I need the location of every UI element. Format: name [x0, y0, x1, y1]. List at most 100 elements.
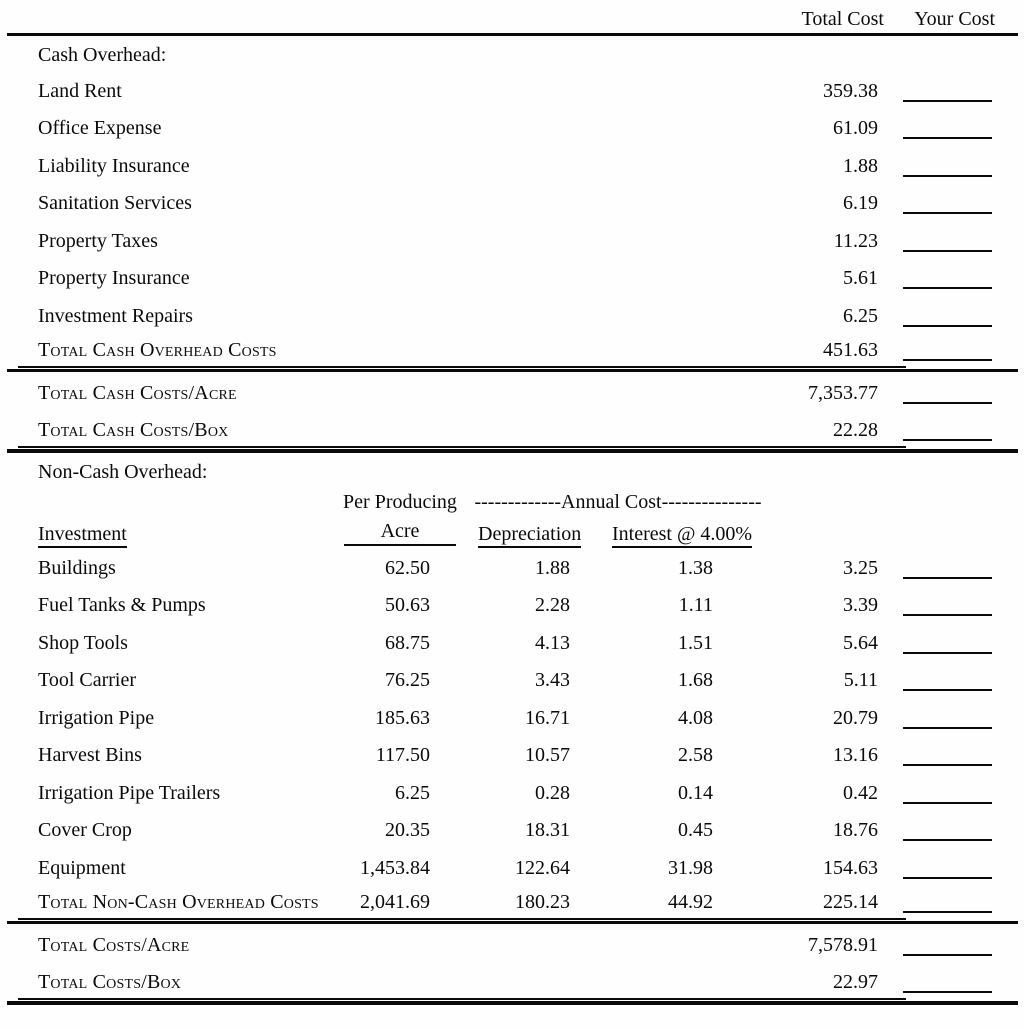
interest-value: 1.51 — [678, 631, 713, 654]
total-cost-value: 5.61 — [843, 267, 878, 289]
row-label: Total Costs/Acre — [38, 933, 190, 956]
row-label: Total Costs/Box — [38, 971, 182, 993]
depreciation-value: 16.71 — [525, 706, 570, 729]
depreciation-value: 2.28 — [535, 594, 570, 616]
interest-value: 1.38 — [678, 556, 713, 579]
table-row: Investment Repairs 6.25 — [0, 297, 1025, 335]
total-cost-value: 1.88 — [843, 154, 878, 177]
depreciation-value: 3.43 — [535, 669, 570, 691]
table-row: Sanitation Services 6.19 — [0, 185, 1025, 223]
total-cost-value: 154.63 — [823, 856, 878, 879]
your-cost-blank-line — [903, 839, 992, 841]
table-row: Equipment 1,453.84 122.64 31.98 154.63 — [0, 849, 1025, 887]
total-cost-value: 11.23 — [833, 229, 878, 252]
total-cost-value: 22.28 — [833, 419, 878, 441]
total-cost-value: 7,353.77 — [808, 381, 878, 404]
total-cost-value: 6.19 — [843, 192, 878, 214]
depreciation-value: 10.57 — [525, 744, 570, 766]
interest-value: 2.58 — [678, 744, 713, 766]
row-label: Irrigation Pipe Trailers — [38, 781, 221, 804]
your-cost-blank-line — [903, 726, 992, 729]
row-label: Buildings — [38, 556, 116, 579]
depreciation-value: 0.28 — [535, 781, 570, 804]
subtotal-underline — [18, 917, 906, 920]
section-label: Non-Cash Overhead: — [38, 461, 208, 483]
cash-overhead-section-header: Cash Overhead: — [0, 36, 1025, 72]
table-row: Shop Tools 68.75 4.13 1.51 5.64 — [0, 624, 1025, 662]
total-cost-value: 22.97 — [833, 971, 878, 993]
your-cost-blank-line — [903, 801, 992, 804]
per-acre-value: 1,453.84 — [360, 856, 430, 879]
total-cash-costs-acre-row: Total Cash Costs/Acre 7,353.77 — [0, 372, 1025, 412]
section-label: Cash Overhead: — [38, 44, 167, 66]
your-cost-blank-line — [903, 324, 992, 327]
total-cost-value: 3.25 — [843, 556, 878, 579]
your-cost-blank-line — [903, 358, 992, 361]
table-row: Irrigation Pipe 185.63 16.71 4.08 20.79 — [0, 699, 1025, 737]
total-cash-overhead-row: Total Cash Overhead Costs 451.63 — [0, 335, 1025, 369]
depreciation-value: 4.13 — [535, 631, 570, 654]
your-cost-column-header: Your Cost — [914, 8, 995, 30]
row-label: Harvest Bins — [38, 744, 142, 766]
row-label: Irrigation Pipe — [38, 706, 155, 729]
total-cost-value: 3.39 — [843, 594, 878, 616]
non-cash-column-headers: Per Producing -------------Annual Cost--… — [0, 489, 1025, 549]
section-divider-rule — [7, 368, 1018, 372]
per-acre-value: 50.63 — [385, 594, 430, 616]
your-cost-blank-line — [903, 764, 992, 766]
interest-value: 1.11 — [678, 594, 713, 616]
acre-header: Acre — [344, 520, 456, 546]
total-cost-column-header: Total Cost — [801, 8, 885, 30]
your-cost-blank-line — [903, 991, 992, 993]
total-cost-value: 5.11 — [843, 669, 878, 691]
your-cost-blank-line — [903, 614, 992, 616]
bottom-rule — [7, 1001, 1018, 1005]
per-acre-value: 20.35 — [385, 819, 430, 841]
table-row: Property Taxes 11.23 — [0, 222, 1025, 260]
total-cost-value: 0.42 — [843, 781, 878, 804]
row-label: Property Taxes — [38, 229, 158, 252]
row-label: Property Insurance — [38, 267, 190, 289]
table-row: Harvest Bins 117.50 10.57 2.58 13.16 — [0, 737, 1025, 775]
your-cost-blank-line — [903, 689, 992, 691]
your-cost-blank-line — [903, 212, 992, 214]
non-cash-overhead-section-header: Non-Cash Overhead: — [0, 453, 1025, 489]
per-acre-value: 76.25 — [385, 669, 430, 691]
per-acre-value: 2,041.69 — [360, 890, 430, 913]
row-label: Fuel Tanks & Pumps — [38, 594, 206, 616]
your-cost-blank-line — [903, 249, 992, 252]
investment-header: Investment — [38, 523, 127, 548]
table-row: Land Rent 359.38 — [0, 72, 1025, 110]
total-cost-value: 451.63 — [823, 338, 878, 361]
depreciation-header: Depreciation — [478, 523, 582, 548]
table-row: Tool Carrier 76.25 3.43 1.68 5.11 — [0, 662, 1025, 700]
row-label: Liability Insurance — [38, 154, 190, 177]
row-label: Sanitation Services — [38, 192, 192, 214]
row-label: Total Cash Costs/Box — [38, 419, 229, 441]
row-label: Shop Tools — [38, 631, 128, 654]
total-cost-value: 5.64 — [843, 631, 878, 654]
interest-value: 31.98 — [668, 856, 713, 879]
table-header-row: Total Cost Your Cost — [0, 0, 1025, 33]
per-acre-value: 117.50 — [375, 744, 430, 766]
row-label: Tool Carrier — [38, 669, 137, 691]
depreciation-value: 18.31 — [525, 819, 570, 841]
your-cost-blank-line — [903, 910, 992, 913]
interest-value: 1.68 — [678, 669, 713, 691]
subtotal-underline — [18, 446, 906, 448]
your-cost-blank-line — [903, 876, 992, 879]
your-cost-blank-line — [903, 651, 992, 654]
interest-value: 0.14 — [678, 781, 713, 804]
total-non-cash-overhead-row: Total Non-Cash Overhead Costs 2,041.69 1… — [0, 887, 1025, 921]
subtotal-underline — [18, 365, 906, 368]
depreciation-value: 1.88 — [535, 556, 570, 579]
total-cost-value: 61.09 — [833, 117, 878, 139]
annual-cost-header: -------------Annual Cost--------------- — [474, 491, 762, 513]
total-cost-value: 225.14 — [823, 890, 878, 913]
table-row: Liability Insurance 1.88 — [0, 147, 1025, 185]
your-cost-blank-line — [903, 99, 992, 102]
total-cost-value: 6.25 — [843, 304, 878, 327]
per-acre-value: 68.75 — [385, 631, 430, 654]
your-cost-blank-line — [903, 576, 992, 579]
table-row: Fuel Tanks & Pumps 50.63 2.28 1.11 3.39 — [0, 587, 1025, 625]
